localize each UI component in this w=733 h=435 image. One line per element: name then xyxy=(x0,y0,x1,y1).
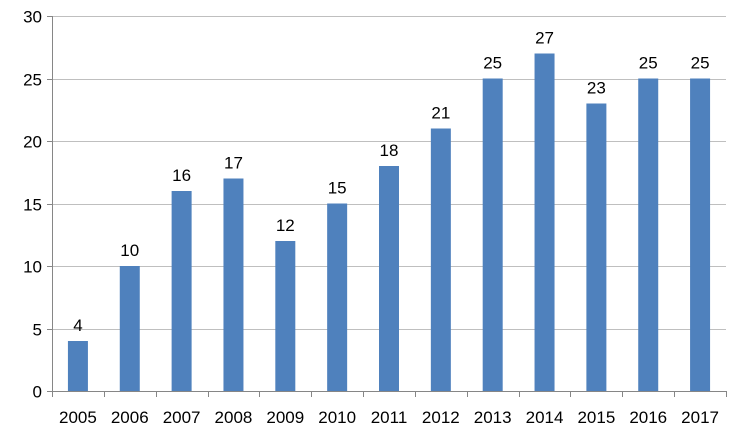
x-tick-label: 2012 xyxy=(422,408,460,427)
x-tick-label: 2008 xyxy=(215,408,253,427)
data-label: 4 xyxy=(73,316,82,335)
data-label: 18 xyxy=(380,141,399,160)
x-tick-label: 2015 xyxy=(577,408,615,427)
data-label: 10 xyxy=(120,241,139,260)
bar xyxy=(430,128,451,391)
bar xyxy=(119,266,140,391)
data-label: 25 xyxy=(483,54,502,73)
x-tick-label: 2010 xyxy=(318,408,356,427)
x-tick-label: 2011 xyxy=(371,408,408,427)
axes xyxy=(47,16,727,397)
data-label: 27 xyxy=(535,29,554,48)
x-tick-label: 2005 xyxy=(59,408,97,427)
x-tick-label: 2007 xyxy=(163,408,201,427)
data-label: 12 xyxy=(276,216,295,235)
bar xyxy=(690,78,711,391)
y-tick-label: 10 xyxy=(23,258,42,277)
bar xyxy=(586,103,607,391)
x-tick-label: 2016 xyxy=(629,408,667,427)
bar xyxy=(171,191,192,391)
data-label: 17 xyxy=(224,154,243,173)
bar xyxy=(638,78,659,391)
bar xyxy=(67,341,88,391)
data-label: 25 xyxy=(691,54,710,73)
bar xyxy=(327,203,348,391)
x-tick-label: 2006 xyxy=(111,408,149,427)
bar xyxy=(275,241,296,391)
y-tick-label: 0 xyxy=(33,383,42,402)
bar xyxy=(379,166,399,391)
y-tick-label: 30 xyxy=(23,8,42,27)
y-tick-label: 25 xyxy=(23,71,42,90)
y-tick-label: 20 xyxy=(23,133,42,152)
bar xyxy=(223,178,244,391)
data-label: 21 xyxy=(431,104,450,123)
x-tick-label: 2014 xyxy=(526,408,564,427)
bar xyxy=(482,78,503,391)
data-labels: 4 10 16 17 12 15 18 21 25 27 23 25 25 xyxy=(73,29,709,336)
bars xyxy=(67,53,711,391)
y-tick-label: 5 xyxy=(33,321,42,340)
x-tick-labels: 2005 2006 2007 2008 2009 2010 2011 2012 2013 2014… xyxy=(59,408,719,427)
data-label: 25 xyxy=(639,54,658,73)
y-tick-labels: 0 5 10 15 20 25 30 xyxy=(23,8,42,402)
data-label: 23 xyxy=(587,79,606,98)
x-tick-label: 2013 xyxy=(474,408,512,427)
x-tick-label: 2009 xyxy=(266,408,304,427)
data-label: 15 xyxy=(328,179,347,198)
bar xyxy=(534,53,555,391)
x-tick-label: 2017 xyxy=(681,408,719,427)
y-tick-label: 15 xyxy=(23,196,42,215)
data-label: 16 xyxy=(172,166,191,185)
